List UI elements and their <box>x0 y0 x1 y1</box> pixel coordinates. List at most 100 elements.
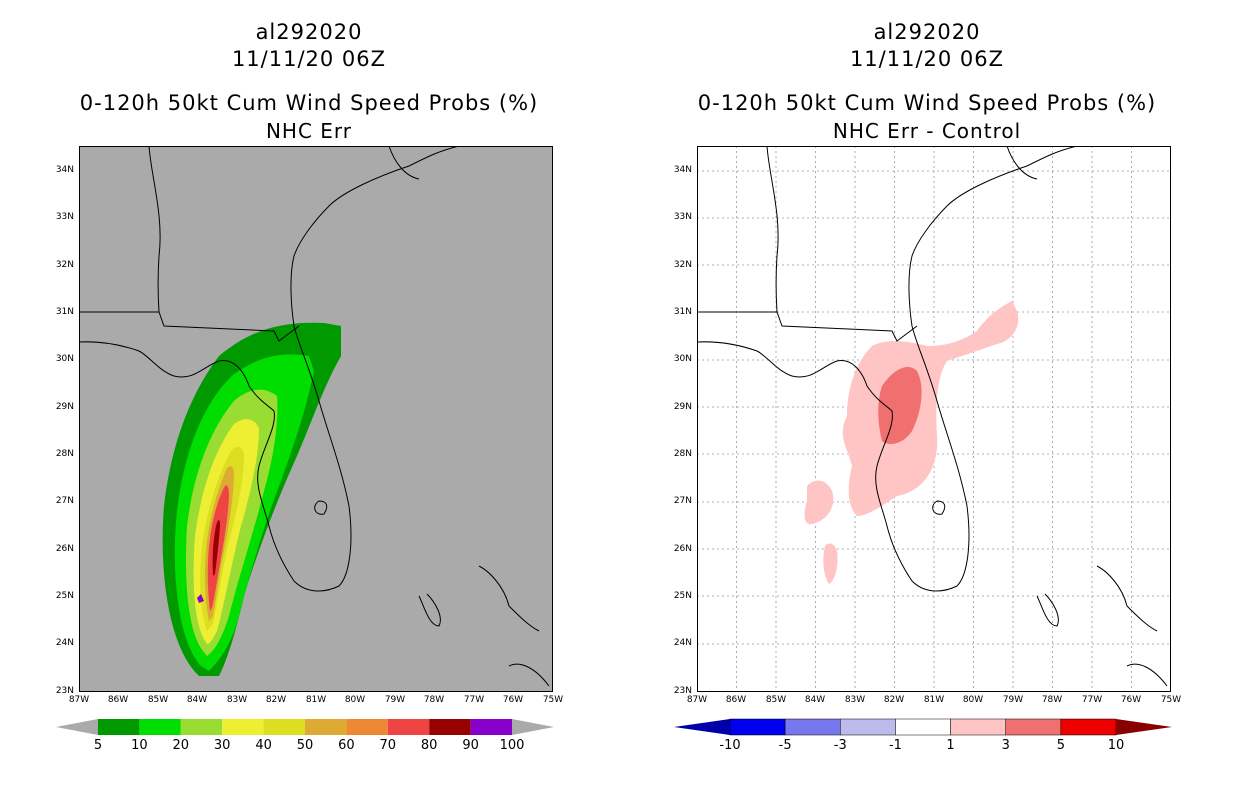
datetime: 11/11/20 06Z <box>849 47 1005 71</box>
lon-label: 76W <box>1120 695 1142 705</box>
difference-contours <box>804 301 1019 584</box>
subtitle: NHC Err <box>265 119 353 143</box>
colorbar-label: 10 <box>131 738 148 753</box>
colorbar-label: 5 <box>93 738 103 753</box>
colorbar-label: 60 <box>338 738 355 753</box>
lon-label: 87W <box>686 695 708 705</box>
colorbar-label: 100 <box>499 738 525 753</box>
grid-lines <box>697 146 1171 692</box>
lat-label: 28N <box>673 449 692 459</box>
lat-label: 27N <box>673 496 692 506</box>
colorbar-segment <box>263 719 305 735</box>
lon-label: 85W <box>765 695 787 705</box>
lat-label: 31N <box>55 307 74 317</box>
colorbar-label: 1 <box>946 738 955 753</box>
lon-label: 80W <box>344 695 366 705</box>
lon-label: 86W <box>107 695 129 705</box>
colorbar-label: 20 <box>172 738 190 753</box>
colorbar-label: 50 <box>296 738 314 753</box>
colorbar-segment <box>305 719 347 735</box>
colorbar-segment <box>1005 718 1062 736</box>
colorbar-label: 70 <box>379 738 397 753</box>
lat-label: 32N <box>55 260 74 270</box>
lat-label: 29N <box>673 402 692 412</box>
colorbar-segment <box>840 718 896 736</box>
product-title: 0-120h 50kt Cum Wind Speed Probs (%) <box>697 91 1157 115</box>
lon-label: 84W <box>186 695 208 705</box>
lat-label: 32N <box>673 260 692 270</box>
lon-label: 83W <box>844 695 866 705</box>
probability-contours <box>162 322 341 676</box>
storm-id: al292020 <box>873 20 981 44</box>
lat-label: 26N <box>673 544 692 554</box>
colorbar-label: -5 <box>778 738 792 753</box>
map-left <box>79 146 553 692</box>
lon-label: 76W <box>502 695 524 705</box>
colorbar-label: -1 <box>888 738 902 753</box>
lon-label: 77W <box>1081 695 1103 705</box>
lon-label: 80W <box>962 695 984 705</box>
lat-label: 25N <box>673 591 692 601</box>
lon-label: 75W <box>542 695 564 705</box>
lat-label: 34N <box>673 165 692 175</box>
colorbar-segment <box>180 719 223 735</box>
colorbar-label: 30 <box>213 738 231 753</box>
colorbar-segment <box>729 718 786 736</box>
lon-label: 82W <box>265 695 287 705</box>
lon-label: 82W <box>883 695 905 705</box>
colorbar-label: 3 <box>1001 738 1010 753</box>
lon-label: 83W <box>226 695 248 705</box>
lat-label: 31N <box>673 307 692 317</box>
colorbar-label: 5 <box>1056 738 1065 753</box>
colorbar-segment <box>470 719 512 735</box>
lat-label: 26N <box>55 544 74 554</box>
colorbar-segment <box>387 719 430 735</box>
lon-label: 75W <box>1160 695 1182 705</box>
colorbar-segment <box>784 718 841 736</box>
lat-label: 30N <box>55 354 74 364</box>
lon-label: 85W <box>147 695 169 705</box>
lat-label: 23N <box>673 686 692 696</box>
lat-label: 33N <box>673 212 692 222</box>
colorbar-label: 90 <box>462 738 479 753</box>
lat-label: 33N <box>55 212 74 222</box>
lat-label: 24N <box>55 638 74 648</box>
lon-label: 79W <box>1002 695 1024 705</box>
map-right <box>697 146 1171 692</box>
lat-label: 34N <box>55 165 74 175</box>
colorbar-segment <box>950 718 1006 736</box>
lat-label: 29N <box>55 402 74 412</box>
lat-label: 30N <box>673 354 692 364</box>
colorbar-segment <box>346 719 388 735</box>
colorbar-label: 10 <box>1107 738 1125 753</box>
coastline <box>697 146 1168 687</box>
product-title: 0-120h 50kt Cum Wind Speed Probs (%) <box>79 91 539 115</box>
colorbar-label: 40 <box>255 738 272 753</box>
lon-label: 84W <box>804 695 826 705</box>
subtitle: NHC Err - Control <box>832 119 1022 143</box>
lat-label: 24N <box>673 638 692 648</box>
left-panel: al292020 11/11/20 06Z 0-120h 50kt Cum Wi… <box>55 20 564 753</box>
colorbar-segment <box>98 719 140 735</box>
lon-label: 77W <box>463 695 485 705</box>
colorbar-label: -3 <box>833 738 847 753</box>
lon-label: 87W <box>68 695 90 705</box>
lon-label: 86W <box>725 695 747 705</box>
colorbar-segment <box>1060 718 1117 736</box>
lon-label: 81W <box>923 695 945 705</box>
colorbar-label: -10 <box>719 738 741 753</box>
colorbar-label: 80 <box>420 738 438 753</box>
colorbar-segment <box>429 719 471 735</box>
lat-label: 28N <box>55 449 74 459</box>
right-panel: al292020 11/11/20 06Z 0-120h 50kt Cum Wi… <box>618 0 1236 800</box>
storm-id: al292020 <box>255 20 363 44</box>
lon-label: 79W <box>384 695 406 705</box>
map-background <box>79 146 553 692</box>
lat-label: 27N <box>55 496 74 506</box>
lon-label: 78W <box>423 695 445 705</box>
colorbar-left <box>56 716 556 738</box>
colorbar-right <box>674 716 1174 738</box>
colorbar-segment <box>139 719 181 735</box>
lat-label: 25N <box>55 591 74 601</box>
lon-label: 78W <box>1041 695 1063 705</box>
